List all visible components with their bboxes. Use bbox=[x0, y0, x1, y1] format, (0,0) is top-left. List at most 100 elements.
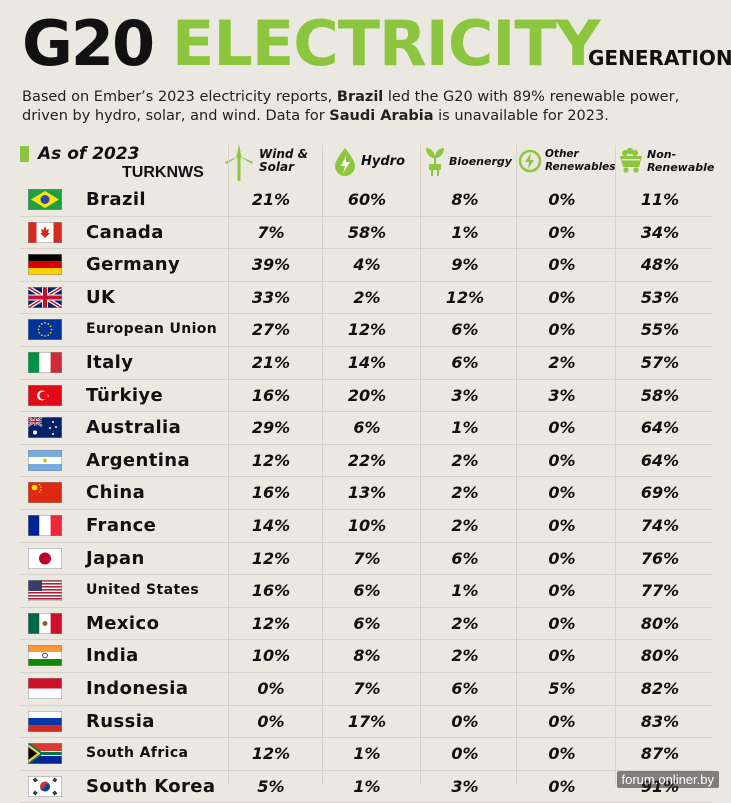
indonesia-flag bbox=[28, 677, 62, 699]
value-cell: 80% bbox=[640, 613, 680, 633]
value-cell: 3% bbox=[451, 776, 479, 796]
value-cell: 6% bbox=[451, 320, 479, 340]
table-row: Argentina 12% 22% 2% 0% 64% bbox=[20, 445, 712, 478]
subtitle-text-2: led the G20 with 89% renewable power, dr… bbox=[22, 89, 680, 124]
column-divider bbox=[615, 145, 616, 785]
germany-flag bbox=[28, 254, 62, 276]
column-header-bioenergy: Bioenergy bbox=[424, 138, 512, 184]
value-cell: 2% bbox=[451, 515, 479, 535]
column-label-line1: Wind & bbox=[259, 147, 309, 161]
coal-cart-icon bbox=[620, 147, 642, 173]
france-flag bbox=[28, 514, 62, 536]
country-name: Brazil bbox=[86, 189, 146, 210]
subtitle: Based on Ember’s 2023 electricity report… bbox=[22, 88, 722, 126]
column-label-line1: Other bbox=[545, 148, 579, 160]
value-cell: 5% bbox=[257, 776, 285, 796]
as-of-text: As of 2023 bbox=[38, 144, 140, 164]
column-header-hydro: Hydro bbox=[332, 138, 405, 184]
country-name: European Union bbox=[86, 321, 218, 338]
india-flag bbox=[28, 645, 62, 667]
table-row: Brazil 21% 60% 8% 0% 11% bbox=[20, 184, 712, 217]
value-cell: 6% bbox=[451, 678, 479, 698]
value-cell: 17% bbox=[347, 711, 387, 731]
as-of-label: As of 2023 bbox=[20, 144, 140, 164]
value-cell: 0% bbox=[548, 548, 576, 568]
value-cell: 0% bbox=[548, 255, 576, 275]
value-cell: 12% bbox=[251, 613, 291, 633]
value-cell: 10% bbox=[251, 646, 291, 666]
value-cell: 48% bbox=[640, 255, 680, 275]
title-g20: G20 bbox=[22, 7, 155, 80]
value-cell: 5% bbox=[548, 678, 576, 698]
value-cell: 0% bbox=[548, 222, 576, 242]
value-cell: 12% bbox=[445, 287, 485, 307]
value-cell: 29% bbox=[251, 418, 291, 438]
country-name: Russia bbox=[86, 710, 155, 732]
value-cell: 9% bbox=[451, 255, 479, 275]
country-name: Germany bbox=[86, 254, 181, 276]
column-label-line2: Solar bbox=[259, 160, 295, 174]
country-name: Mexico bbox=[86, 612, 160, 634]
value-cell: 21% bbox=[251, 190, 291, 209]
eu-flag bbox=[28, 319, 62, 341]
country-name: India bbox=[86, 645, 139, 667]
subtitle-bold-saudi: Saudi Arabia bbox=[329, 108, 434, 124]
table-row: Indonesia 0% 7% 6% 5% 82% bbox=[20, 673, 712, 706]
value-cell: 0% bbox=[548, 711, 576, 731]
title-electricity: ELECTRICITY bbox=[172, 7, 601, 80]
value-cell: 7% bbox=[257, 222, 285, 242]
subtitle-text-1: Based on Ember’s 2023 electricity report… bbox=[22, 89, 337, 105]
value-cell: 14% bbox=[347, 352, 387, 372]
value-cell: 13% bbox=[347, 483, 387, 503]
italy-flag bbox=[28, 351, 62, 373]
value-cell: 6% bbox=[353, 418, 381, 438]
column-divider bbox=[228, 145, 229, 785]
country-name: Argentina bbox=[86, 449, 191, 471]
value-cell: 21% bbox=[251, 352, 291, 372]
table-row: Japan 12% 7% 6% 0% 76% bbox=[20, 543, 712, 576]
value-cell: 16% bbox=[251, 483, 291, 503]
value-cell: 83% bbox=[640, 711, 680, 731]
uk-flag bbox=[26, 285, 64, 310]
credit-watermark: forum.onliner.by bbox=[616, 771, 719, 788]
value-cell: 6% bbox=[451, 548, 479, 568]
value-cell: 34% bbox=[640, 222, 680, 242]
value-cell: 53% bbox=[640, 287, 680, 307]
value-cell: 0% bbox=[548, 581, 576, 601]
table-row: United States 16% 6% 1% 0% 77% bbox=[20, 575, 712, 608]
country-name: South Africa bbox=[86, 745, 189, 762]
value-cell: 0% bbox=[548, 646, 576, 666]
australia-flag bbox=[27, 416, 62, 439]
value-cell: 55% bbox=[640, 320, 680, 340]
value-cell: 20% bbox=[347, 385, 387, 405]
value-cell: 58% bbox=[347, 222, 387, 242]
country-name: Indonesia bbox=[86, 677, 189, 699]
value-cell: 1% bbox=[353, 776, 381, 796]
table-row: Australia 29% 6% 1% 0% 64% bbox=[20, 412, 712, 445]
country-name: China bbox=[86, 482, 146, 504]
south-korea-flag bbox=[28, 775, 62, 797]
value-cell: 6% bbox=[353, 613, 381, 633]
subtitle-text-3: is unavailable for 2023. bbox=[433, 108, 609, 124]
table-row: Canada 7% 58% 1% 0% 34% bbox=[20, 217, 712, 250]
table-row: UK 33% 2% 12% 0% 53% bbox=[20, 282, 712, 315]
value-cell: 0% bbox=[548, 287, 576, 307]
value-cell: 8% bbox=[451, 190, 479, 209]
column-header-other-renewables: Other Renewables bbox=[518, 138, 616, 184]
value-cell: 12% bbox=[251, 548, 291, 568]
value-cell: 74% bbox=[640, 515, 680, 535]
column-divider bbox=[322, 145, 323, 785]
table-row: South Africa 12% 1% 0% 0% 87% bbox=[20, 738, 712, 771]
value-cell: 11% bbox=[640, 190, 680, 209]
value-cell: 2% bbox=[451, 483, 479, 503]
value-cell: 7% bbox=[353, 678, 381, 698]
value-cell: 12% bbox=[251, 450, 291, 470]
value-cell: 16% bbox=[251, 385, 291, 405]
value-cell: 14% bbox=[251, 515, 291, 535]
column-label-line2: Renewables bbox=[545, 161, 616, 173]
value-cell: 22% bbox=[347, 450, 387, 470]
value-cell: 0% bbox=[548, 190, 576, 209]
value-cell: 16% bbox=[251, 581, 291, 601]
usa-flag bbox=[28, 580, 62, 602]
